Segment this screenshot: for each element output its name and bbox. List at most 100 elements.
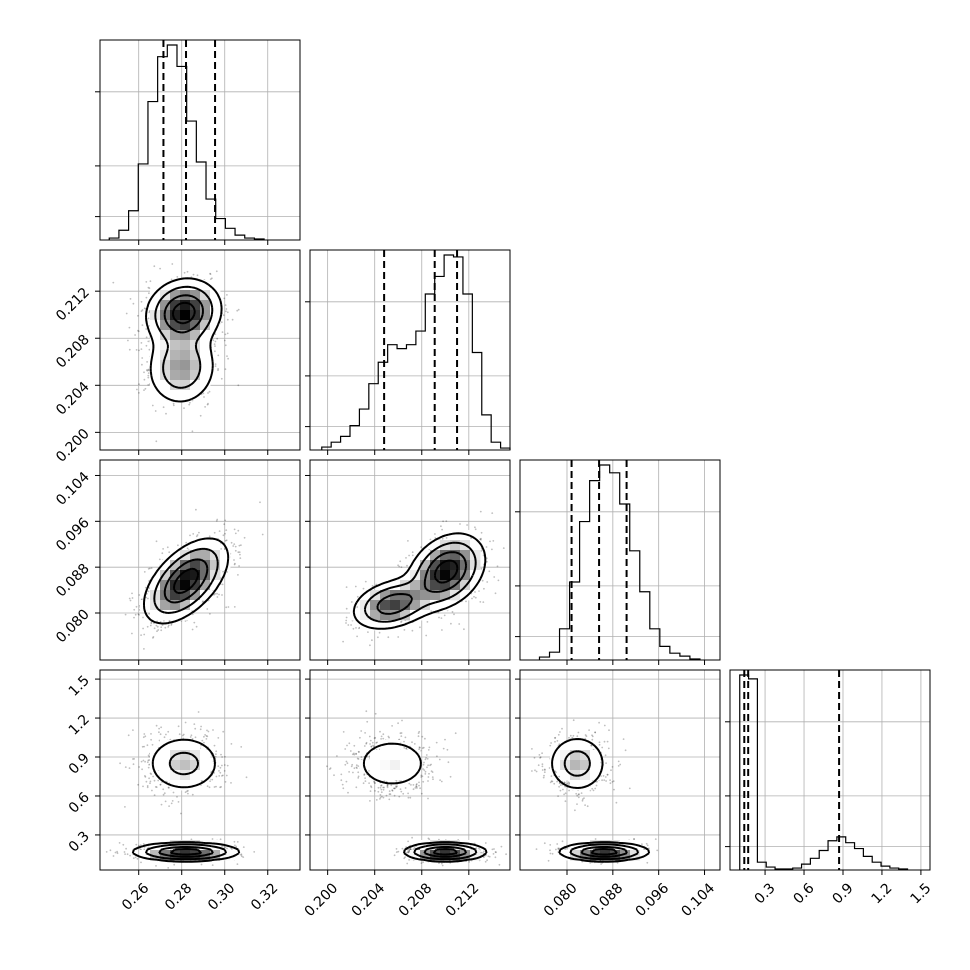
scatter-point [138, 614, 140, 616]
density-cell [180, 300, 191, 311]
scatter-point [451, 611, 454, 613]
scatter-point [356, 595, 359, 598]
scatter-point [493, 576, 496, 578]
density-cell [450, 530, 461, 541]
scatter-point [224, 368, 227, 371]
scatter-point [419, 626, 421, 629]
scatter-point [233, 559, 235, 561]
scatter-point [133, 758, 136, 760]
scatter-point [128, 767, 131, 769]
scatter-point [362, 782, 365, 785]
x-tick-label: 0.26 [119, 880, 152, 913]
density-cell [180, 390, 191, 401]
scatter-point [148, 292, 150, 295]
scatter-point [481, 579, 484, 582]
scatter-point [160, 629, 163, 632]
scatter-point [354, 585, 357, 588]
scatter-point [180, 812, 182, 815]
scatter-point [157, 779, 160, 782]
scatter-point [213, 744, 216, 747]
scatter-point [141, 357, 144, 359]
scatter-point [212, 339, 215, 342]
scatter-point [237, 551, 240, 554]
scatter-point [128, 348, 131, 351]
density-cell [150, 320, 161, 331]
scatter-point [155, 440, 158, 443]
scatter-point [153, 794, 156, 796]
density-cell [190, 320, 201, 331]
scatter-point [215, 520, 218, 522]
scatter-point [154, 410, 157, 412]
density-cell [200, 340, 211, 351]
scatter-point [406, 564, 408, 567]
scatter-point [155, 624, 158, 627]
scatter-point [352, 627, 355, 630]
scatter-point [141, 309, 144, 311]
scatter-point [240, 746, 243, 748]
scatter-point [191, 793, 194, 796]
scatter-point [150, 622, 153, 625]
scatter-point [148, 759, 151, 761]
histogram-series [739, 674, 909, 870]
scatter-point [158, 727, 161, 730]
scatter-point [160, 726, 163, 729]
scatter-point [149, 772, 152, 775]
density-cell [180, 760, 191, 771]
scatter-point [220, 321, 223, 324]
scatter-point [196, 274, 199, 277]
scatter-point [151, 789, 153, 792]
scatter-point [142, 616, 144, 619]
scatter-point [129, 854, 132, 857]
scatter-point [441, 629, 443, 631]
density-cell [190, 310, 201, 321]
scatter-point [146, 369, 148, 371]
scatter-point [143, 371, 145, 374]
scatter-point [182, 733, 185, 736]
scatter-point [145, 344, 148, 347]
scatter-point [474, 591, 476, 593]
scatter-point [209, 780, 212, 782]
density-cell [150, 330, 161, 341]
scatter-point [213, 343, 216, 346]
scatter-point [223, 764, 226, 766]
density-cell [170, 380, 181, 391]
scatter-point [136, 388, 138, 391]
scatter-point [329, 767, 332, 769]
scatter-point [399, 560, 402, 563]
density-cell [180, 350, 191, 361]
scatter-point [212, 729, 214, 731]
scatter-point [187, 792, 189, 795]
scatter-point [345, 616, 348, 619]
scatter-point [199, 728, 202, 731]
scatter-point [131, 592, 133, 595]
contour-line [154, 285, 214, 389]
scatter-point [205, 738, 208, 740]
scatter-point [127, 734, 130, 737]
scatter-point [167, 624, 170, 627]
scatter-point [222, 534, 225, 537]
scatter-point [218, 770, 220, 772]
scatter-point [218, 593, 220, 596]
scatter-point [419, 787, 421, 790]
density-cell [170, 310, 181, 321]
scatter-point [163, 792, 166, 795]
scatter-point [378, 631, 381, 634]
scatter-point [168, 551, 171, 554]
y-tick-label: 1.5 [66, 673, 93, 700]
scatter-point [134, 334, 137, 336]
hist-panel-1 [305, 249, 511, 455]
scatter-point [216, 518, 219, 521]
scatter-point [491, 512, 494, 514]
scatter-point [167, 626, 170, 628]
scatter-point [240, 544, 242, 546]
scatter-point [143, 648, 145, 650]
scatter-point [390, 784, 393, 787]
scatter-point [217, 354, 220, 357]
scatter-point [367, 631, 369, 633]
scatter-point [443, 614, 446, 617]
scatter-point [219, 838, 222, 841]
scatter-point [202, 392, 205, 395]
scatter-point [141, 598, 143, 601]
scatter-point [177, 725, 180, 728]
